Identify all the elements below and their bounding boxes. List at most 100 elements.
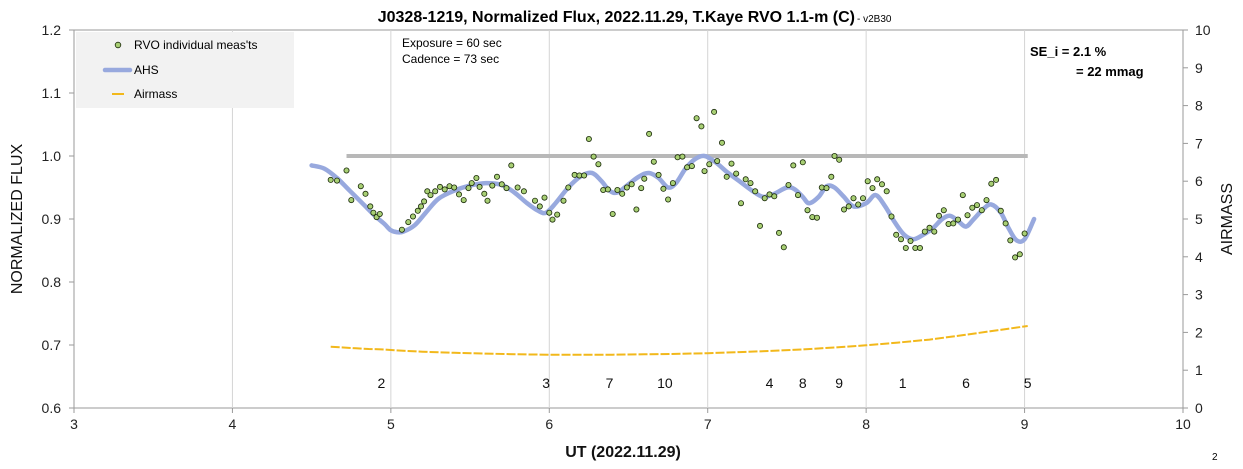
- legend-label-ahs: AHS: [134, 63, 159, 77]
- measurement-point: [945, 220, 952, 227]
- measurement-point: [898, 236, 905, 243]
- measurement-point: [451, 184, 458, 191]
- chunk-label: 1: [899, 375, 907, 391]
- measurement-point: [850, 195, 857, 202]
- page-number: 2: [1212, 452, 1218, 463]
- measurement-point: [988, 180, 995, 187]
- airmass-series: [330, 325, 1028, 356]
- measurement-point: [590, 153, 597, 160]
- measurement-point: [831, 152, 838, 159]
- measurement-point: [869, 185, 876, 192]
- measurement-point: [888, 213, 895, 220]
- measurement-point: [536, 203, 543, 210]
- x-tick-label: 10: [1175, 416, 1191, 432]
- measurement-point: [468, 180, 475, 187]
- measurement-point: [799, 159, 806, 166]
- measurement-point: [936, 212, 943, 219]
- y-tick-label: 0.8: [42, 274, 62, 290]
- measurement-point: [498, 181, 505, 188]
- y-tick-label: 1.2: [42, 22, 62, 38]
- chunk-labels: 2 3 7 10 4 8 9 1 6 5: [378, 375, 1032, 391]
- measurement-point: [427, 192, 434, 199]
- ahs-line: [309, 153, 1037, 245]
- x-axis-title: UT (2022.11.29): [565, 444, 681, 461]
- measurement-point: [1012, 254, 1019, 261]
- measurement-point: [879, 181, 886, 188]
- legend-label-points: RVO individual meas'ts: [134, 38, 257, 52]
- chunk-label: 2: [378, 375, 386, 391]
- measurement-point: [489, 182, 496, 189]
- measurement-point: [864, 178, 871, 185]
- measurement-point: [883, 188, 890, 195]
- x-tick-label: 8: [862, 416, 870, 432]
- measurement-point: [711, 108, 718, 115]
- measurement-point: [503, 185, 510, 192]
- measurement-point: [921, 228, 928, 235]
- measurement-point: [455, 191, 462, 198]
- measurement-point: [785, 181, 792, 188]
- measurement-point: [476, 183, 483, 190]
- measurement-point: [728, 160, 735, 167]
- chunk-label: 9: [835, 375, 843, 391]
- chunk-label: 7: [606, 375, 614, 391]
- measurement-point: [609, 210, 616, 217]
- measurement-point: [333, 177, 340, 184]
- measurement-point: [414, 207, 421, 214]
- measurement-point: [688, 163, 695, 170]
- measurement-point: [747, 180, 754, 187]
- measurement-point: [554, 211, 561, 218]
- cadence-note: Cadence = 73 sec: [402, 52, 499, 66]
- measurement-point: [790, 162, 797, 169]
- y-tick-label: 1.1: [42, 85, 62, 101]
- y2-tick-label: 3: [1195, 287, 1203, 303]
- measurement-point: [460, 197, 467, 204]
- legend-marker-points: [114, 41, 122, 49]
- measurement-point: [436, 183, 443, 190]
- y2-tick-label: 7: [1195, 135, 1203, 151]
- measurement-point: [514, 184, 521, 191]
- measurement-point: [814, 214, 821, 221]
- x-tick-label: 6: [545, 416, 553, 432]
- measurement-point: [604, 186, 611, 193]
- y2-tick-label: 6: [1195, 173, 1203, 189]
- measurement-point: [665, 196, 672, 203]
- measurement-point: [917, 244, 924, 251]
- chart-title: J0328-1219, Normalized Flux, 2022.11.29,…: [378, 9, 855, 26]
- measurement-point: [855, 201, 862, 208]
- measurement-point: [508, 162, 515, 169]
- y2-tick-label: 4: [1195, 249, 1203, 265]
- se-note-line2: = 22 mmag: [1076, 64, 1144, 79]
- measurement-point: [585, 135, 592, 142]
- measurement-point: [357, 183, 364, 190]
- measurement-point: [370, 209, 377, 216]
- measurement-point: [974, 202, 981, 209]
- airmass-line: [330, 325, 1028, 356]
- measurement-point: [761, 195, 768, 202]
- measurement-point: [771, 193, 778, 200]
- y-tick-label: 0.7: [42, 337, 62, 353]
- measurement-point: [1002, 220, 1009, 227]
- measurement-point: [581, 172, 588, 179]
- chart-subtitle: - v2B30: [857, 14, 892, 25]
- measurement-point: [565, 184, 572, 191]
- measurement-point: [993, 176, 1000, 183]
- measurement-point: [907, 237, 914, 244]
- measurement-point: [723, 173, 730, 180]
- measurement-point: [719, 139, 726, 146]
- x-tick-label: 3: [70, 416, 78, 432]
- measurement-point: [931, 228, 938, 235]
- measurement-point: [421, 198, 428, 205]
- measurement-point: [614, 186, 621, 193]
- chunk-label: 3: [542, 375, 550, 391]
- measurement-point: [376, 210, 383, 217]
- measurement-point: [367, 203, 374, 210]
- measurement-point: [841, 206, 848, 213]
- measurement-point: [902, 244, 909, 251]
- x-tick-label: 5: [387, 416, 395, 432]
- y2-axis-ticks: 0 1 2 3 4 5 6 7 8 9 10: [1183, 22, 1211, 416]
- y-axis-ticks: 0.6 0.7 0.8 0.9 1.0 1.1 1.2: [42, 22, 74, 416]
- measurement-point: [520, 188, 527, 195]
- y-tick-label: 0.6: [42, 400, 62, 416]
- measurement-point: [757, 222, 764, 229]
- measurement-point: [623, 184, 630, 191]
